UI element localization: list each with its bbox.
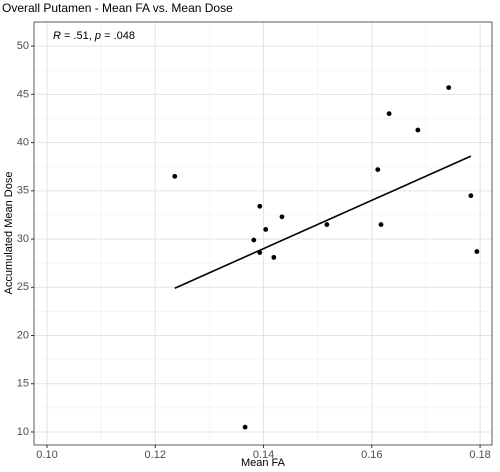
- plot-background: [34, 22, 492, 445]
- point: [415, 127, 421, 133]
- y-tick-label: 45: [17, 88, 29, 100]
- annotation-part: = .51,: [61, 30, 95, 42]
- annotation: R = .51, p = .048: [53, 30, 135, 42]
- y-tick-label: 25: [17, 281, 29, 293]
- y-tick-label: 40: [17, 136, 29, 148]
- trend-line: [174, 155, 472, 289]
- x-axis-title: Mean FA: [241, 457, 286, 469]
- point: [386, 111, 392, 117]
- x-tick-label: 0.14: [253, 449, 274, 461]
- point: [242, 424, 248, 430]
- point: [263, 227, 269, 232]
- x-tick-label: 0.18: [469, 449, 490, 461]
- point: [279, 214, 285, 220]
- x-tick-label: 0.12: [145, 449, 166, 461]
- annotation-part: R: [53, 30, 61, 42]
- point: [257, 203, 263, 209]
- y-tick-label: 10: [17, 426, 29, 438]
- y-tick-label: 35: [17, 185, 29, 197]
- point: [324, 222, 330, 227]
- y-tick-label: 20: [17, 329, 29, 341]
- point: [474, 249, 480, 254]
- point: [271, 254, 277, 260]
- y-tick-label: 15: [17, 378, 29, 390]
- point: [172, 173, 178, 179]
- point: [251, 237, 257, 243]
- point: [378, 222, 384, 227]
- x-tick-label: 0.16: [361, 449, 382, 461]
- y-axis-title: Accumulated Mean Dose: [3, 172, 15, 295]
- point: [468, 193, 474, 199]
- y-tick-label: 30: [17, 233, 29, 245]
- point: [375, 167, 381, 172]
- x-tick-label: 0.10: [36, 449, 57, 461]
- point: [257, 250, 263, 255]
- annotation-part: = .048: [101, 30, 135, 42]
- plot-border: [33, 21, 493, 446]
- annotation-part: p: [94, 30, 101, 42]
- point: [446, 85, 452, 90]
- chart-title: Overall Putamen - Mean FA vs. Mean Dose: [2, 1, 233, 15]
- y-tick-label: 50: [17, 40, 29, 52]
